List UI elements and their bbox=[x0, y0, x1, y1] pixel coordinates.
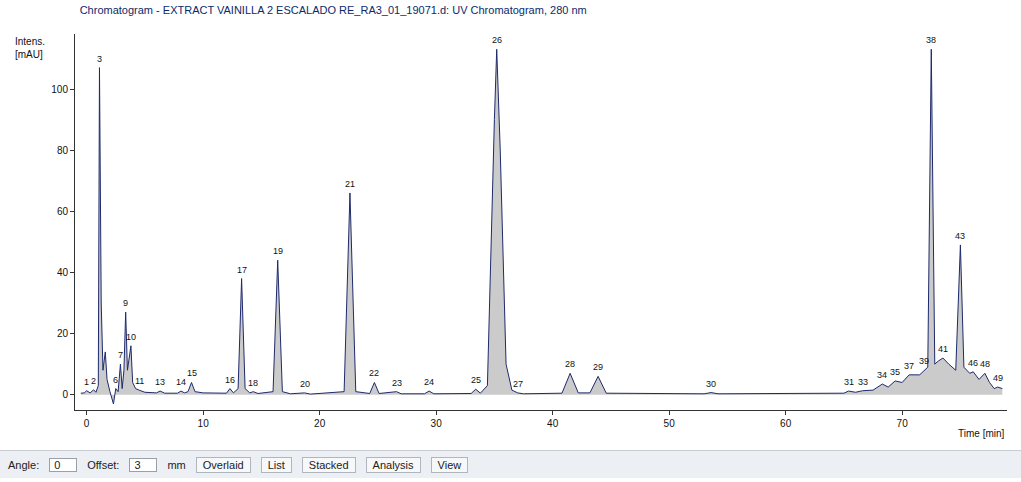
svg-text:20: 20 bbox=[57, 328, 69, 339]
svg-text:0: 0 bbox=[84, 418, 90, 429]
svg-text:20: 20 bbox=[314, 418, 326, 429]
svg-text:30: 30 bbox=[431, 418, 443, 429]
svg-text:23: 23 bbox=[392, 378, 402, 388]
svg-text:46: 46 bbox=[968, 358, 978, 368]
svg-text:3: 3 bbox=[97, 54, 102, 64]
svg-text:38: 38 bbox=[926, 35, 936, 45]
svg-text:10: 10 bbox=[126, 332, 136, 342]
svg-text:70: 70 bbox=[897, 418, 909, 429]
svg-text:100: 100 bbox=[51, 84, 68, 95]
svg-text:43: 43 bbox=[955, 231, 965, 241]
svg-text:41: 41 bbox=[938, 344, 948, 354]
html-text:Overlaid: Overlaid bbox=[202, 458, 244, 471]
svg-text:11: 11 bbox=[135, 376, 144, 386]
svg-text:60: 60 bbox=[780, 418, 792, 429]
svg-text:18: 18 bbox=[248, 378, 258, 388]
html-text:3: 3 bbox=[134, 458, 141, 471]
svg-text:33: 33 bbox=[858, 377, 868, 387]
svg-text:30: 30 bbox=[706, 379, 716, 389]
svg-text:20: 20 bbox=[300, 379, 310, 389]
svg-text:6: 6 bbox=[113, 375, 118, 385]
html-text:mm: mm bbox=[167, 458, 186, 471]
svg-text:25: 25 bbox=[471, 375, 481, 385]
svg-text:29: 29 bbox=[593, 362, 603, 372]
svg-text:22: 22 bbox=[369, 368, 379, 378]
svg-text:13: 13 bbox=[155, 377, 165, 387]
svg-text:48: 48 bbox=[980, 359, 990, 369]
svg-text:39: 39 bbox=[919, 356, 929, 366]
svg-text:31: 31 bbox=[844, 377, 854, 387]
svg-text:9: 9 bbox=[123, 298, 128, 308]
svg-text:80: 80 bbox=[57, 145, 69, 156]
svg-text:Chromatogram - EXTRACT VAINILL: Chromatogram - EXTRACT VAINILLA 2 ESCALA… bbox=[80, 4, 587, 16]
svg-text:37: 37 bbox=[904, 361, 914, 371]
svg-text:24: 24 bbox=[424, 377, 434, 387]
html-text:0: 0 bbox=[54, 458, 61, 471]
svg-text:40: 40 bbox=[57, 267, 69, 278]
svg-text:Time [min]: Time [min] bbox=[958, 428, 1005, 439]
html-text:List: List bbox=[267, 458, 285, 471]
svg-text:50: 50 bbox=[664, 418, 676, 429]
svg-text:0: 0 bbox=[62, 389, 68, 400]
svg-text:21: 21 bbox=[345, 179, 355, 189]
svg-text:49: 49 bbox=[993, 373, 1003, 383]
svg-text:60: 60 bbox=[57, 206, 69, 217]
svg-text:40: 40 bbox=[547, 418, 559, 429]
html-text:Angle:: Angle: bbox=[8, 458, 40, 471]
svg-text:15: 15 bbox=[187, 368, 197, 378]
svg-text:35: 35 bbox=[890, 367, 900, 377]
svg-text:14: 14 bbox=[176, 377, 186, 387]
svg-text:26: 26 bbox=[492, 35, 502, 45]
svg-text:10: 10 bbox=[198, 418, 210, 429]
svg-text:28: 28 bbox=[565, 359, 575, 369]
svg-text:2: 2 bbox=[91, 376, 96, 386]
html-text:Offset:: Offset: bbox=[87, 458, 120, 471]
svg-text:34: 34 bbox=[877, 370, 887, 380]
svg-text:17: 17 bbox=[237, 265, 247, 275]
svg-text:1: 1 bbox=[84, 377, 89, 387]
html-text:Stacked: Stacked bbox=[308, 458, 349, 471]
svg-text:27: 27 bbox=[513, 379, 523, 389]
svg-text:Intens.[mAU]: Intens.[mAU] bbox=[15, 36, 45, 60]
svg-text:16: 16 bbox=[225, 375, 235, 385]
svg-text:19: 19 bbox=[273, 246, 283, 256]
html-text:View: View bbox=[437, 458, 462, 471]
svg-text:7: 7 bbox=[118, 350, 123, 360]
html-text:Analysis: Analysis bbox=[372, 458, 414, 471]
